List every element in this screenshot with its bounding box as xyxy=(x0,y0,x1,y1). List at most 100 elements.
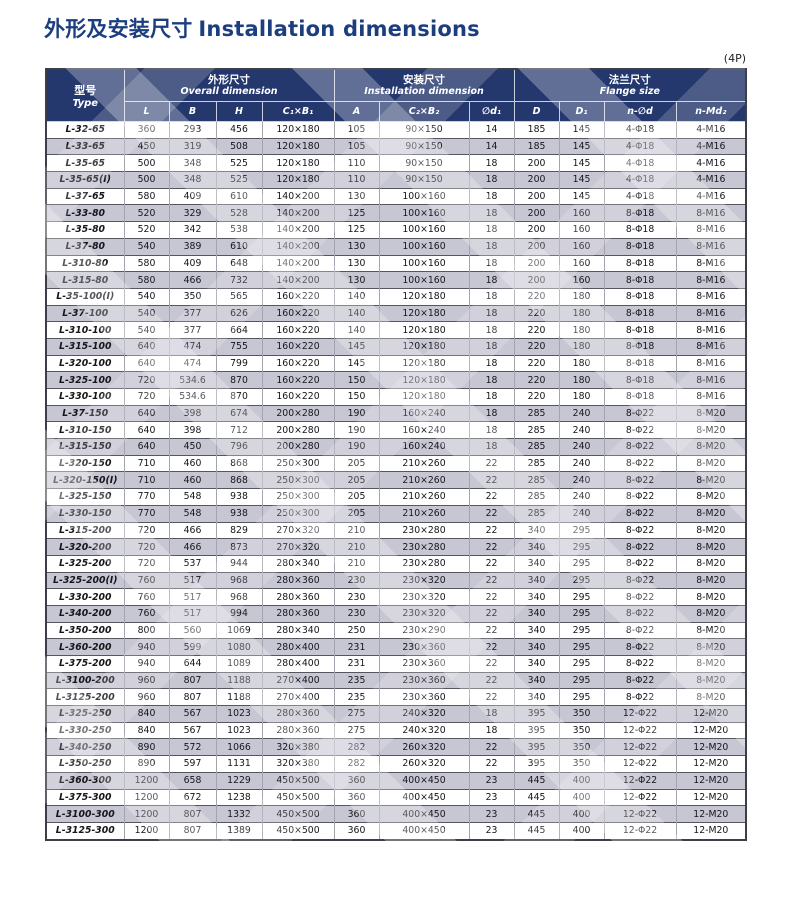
value-cell: 840 xyxy=(123,721,170,739)
value-cell: 720 xyxy=(123,371,170,389)
value-cell: 450 xyxy=(168,438,217,456)
value-cell: 8-M20 xyxy=(675,421,747,439)
value-cell: 732 xyxy=(215,271,263,289)
table-row: L-310-80 580 409 648 140×200 130 100×160 18 200 1… xyxy=(45,254,747,272)
value-cell: 220 xyxy=(513,371,560,389)
value-cell: 525 xyxy=(215,171,263,189)
value-cell: 22 xyxy=(468,638,515,656)
value-cell: 8-Φ22 xyxy=(603,554,677,573)
value-cell: 230×320 xyxy=(378,571,470,589)
value-cell: 760 xyxy=(123,571,170,589)
value-cell: 350 xyxy=(558,755,605,773)
page-tag: (4P) xyxy=(723,52,746,65)
value-cell: 120×180 xyxy=(378,321,470,339)
value-cell: 8-Φ22 xyxy=(603,454,677,472)
value-cell: 4-M16 xyxy=(675,154,747,172)
value-cell: 940 xyxy=(123,655,170,673)
value-cell: 275 xyxy=(333,705,380,723)
type-cell: L-320-150(I) xyxy=(45,471,125,489)
value-cell: 22 xyxy=(468,738,515,756)
value-cell: 210 xyxy=(333,538,380,556)
value-cell: 12-Φ22 xyxy=(603,755,677,773)
value-cell: 395 xyxy=(513,755,560,773)
value-cell: 22 xyxy=(468,655,515,673)
value-cell: 22 xyxy=(468,521,515,539)
value-cell: 160×220 xyxy=(261,337,335,356)
value-cell: 12-M20 xyxy=(675,821,747,841)
value-cell: 240×320 xyxy=(378,721,470,739)
value-cell: 644 xyxy=(168,655,217,673)
value-cell: 160 xyxy=(558,237,605,255)
value-cell: 18 xyxy=(468,404,515,422)
table-row: L-340-200 760 517 994 280×360 230 230×320 22 340… xyxy=(45,604,747,623)
table-row: L-37-150 640 398 674 200×280 190 160×240 18 285 2… xyxy=(45,404,747,422)
type-cell: L-330-100 xyxy=(45,388,125,406)
value-cell: 23 xyxy=(468,788,515,806)
value-cell: 1389 xyxy=(215,821,263,841)
type-cell: L-35-65(I) xyxy=(45,171,125,189)
value-cell: 12-M20 xyxy=(675,755,747,773)
value-cell: 8-Φ22 xyxy=(603,421,677,439)
value-cell: 120×180 xyxy=(378,371,470,389)
value-cell: 445 xyxy=(513,805,560,823)
type-cell: L-340-250 xyxy=(45,738,125,756)
value-cell: 240 xyxy=(558,471,605,489)
column-header: L xyxy=(123,101,170,122)
value-cell: 8-M16 xyxy=(675,221,747,239)
value-cell: 12-Φ22 xyxy=(603,805,677,823)
value-cell: 160 xyxy=(558,254,605,272)
value-cell: 868 xyxy=(215,454,263,472)
value-cell: 190 xyxy=(333,404,380,422)
value-cell: 285 xyxy=(513,454,560,472)
type-cell: L-35-100(I) xyxy=(45,287,125,306)
value-cell: 807 xyxy=(168,821,217,841)
table-row: L-3125-300 1200 807 1389 450×500 360 400×450 23… xyxy=(45,821,747,841)
type-cell: L-360-300 xyxy=(45,771,125,789)
value-cell: 1131 xyxy=(215,755,263,773)
value-cell: 145 xyxy=(558,121,605,139)
value-cell: 1023 xyxy=(215,721,263,739)
value-cell: 398 xyxy=(168,421,217,439)
value-cell: 285 xyxy=(513,421,560,439)
value-cell: 145 xyxy=(558,154,605,172)
value-cell: 1066 xyxy=(215,738,263,756)
value-cell: 12-Φ22 xyxy=(603,821,677,841)
type-cell: L-340-200 xyxy=(45,604,125,623)
value-cell: 1023 xyxy=(215,705,263,723)
value-cell: 282 xyxy=(333,738,380,756)
value-cell: 340 xyxy=(513,521,560,539)
value-cell: 445 xyxy=(513,788,560,806)
value-cell: 150 xyxy=(333,371,380,389)
type-cell: L-320-100 xyxy=(45,354,125,372)
table-row: L-375-300 1200 672 1238 450×500 360 400×450 23 4… xyxy=(45,788,747,806)
value-cell: 145 xyxy=(333,354,380,372)
table-row: L-325-200(I) 760 517 968 280×360 230 230×320 22… xyxy=(45,571,747,589)
value-cell: 230×290 xyxy=(378,621,470,639)
table-row: L-315-80 580 466 732 140×200 130 100×160 18 200 1… xyxy=(45,271,747,289)
column-header: B xyxy=(168,101,217,122)
value-cell: 160×220 xyxy=(261,388,335,406)
value-cell: 8-M20 xyxy=(675,621,747,639)
value-cell: 4-Φ18 xyxy=(603,121,677,139)
value-cell: 200 xyxy=(513,171,560,189)
value-cell: 517 xyxy=(168,588,217,606)
value-cell: 23 xyxy=(468,805,515,823)
value-cell: 8-M16 xyxy=(675,271,747,289)
value-cell: 210 xyxy=(333,521,380,539)
value-cell: 409 xyxy=(168,187,217,205)
value-cell: 22 xyxy=(468,755,515,773)
value-cell: 220 xyxy=(513,304,560,322)
value-cell: 130 xyxy=(333,237,380,255)
value-cell: 260×320 xyxy=(378,738,470,756)
value-cell: 8-Φ22 xyxy=(603,621,677,639)
table-row: L-320-200 720 466 873 270×320 210 230×280 22 340… xyxy=(45,538,747,556)
value-cell: 450 xyxy=(123,137,170,155)
value-cell: 18 xyxy=(468,705,515,723)
type-cell: L-325-100 xyxy=(45,371,125,389)
value-cell: 340 xyxy=(513,671,560,689)
value-cell: 18 xyxy=(468,337,515,356)
value-cell: 360 xyxy=(333,821,380,841)
value-cell: 8-M20 xyxy=(675,604,747,623)
value-cell: 22 xyxy=(468,538,515,556)
table-row: L-33-80 520 329 528 140×200 125 100×160 18 200 16… xyxy=(45,204,747,222)
